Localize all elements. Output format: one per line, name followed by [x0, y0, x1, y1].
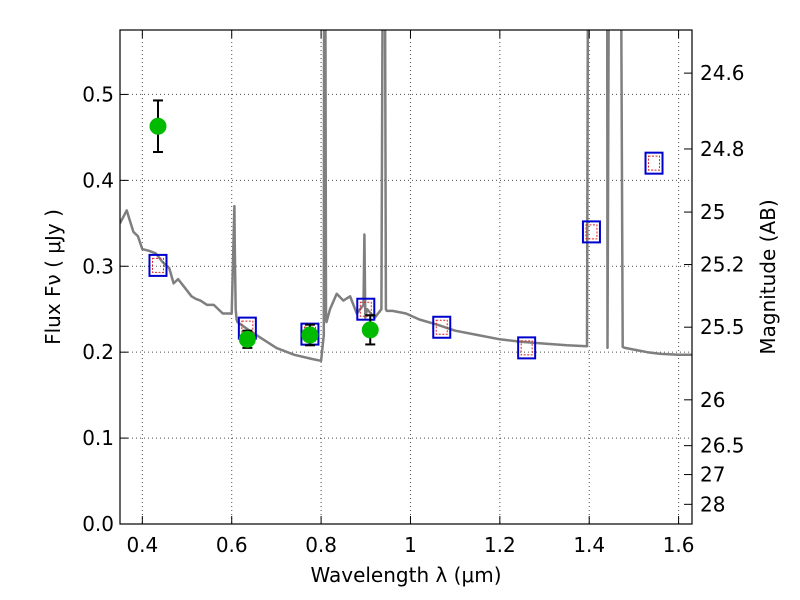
y-tick-label: 0.3 [82, 254, 114, 278]
y2-axis-title: Magnitude (AB) [756, 199, 780, 354]
observed-point [238, 330, 256, 348]
x-axis: 0.4 0.6 0.8 1 1.2 1.4 1.6 [126, 30, 695, 557]
y2-tick-label: 26.5 [700, 434, 745, 458]
sed-line-layer [120, 30, 692, 363]
model-band-marker [581, 220, 601, 244]
model-band-inner-marker [241, 320, 254, 336]
y2-tick-label: 25.2 [700, 253, 745, 277]
x-tick-label: 0.6 [216, 533, 248, 557]
x-axis-title: Wavelength λ (μm) [310, 563, 501, 587]
y2-tick-label: 26 [700, 388, 725, 412]
observed-point [301, 326, 319, 344]
plot-frame [119, 29, 693, 525]
observed-point [361, 321, 379, 339]
markers-layer [148, 99, 664, 360]
y2-tick-label: 24.8 [700, 137, 745, 161]
y-tick-label: 0.5 [82, 82, 114, 106]
x-tick-label: 0.8 [305, 533, 337, 557]
model-band-inner-marker [151, 257, 164, 273]
model-band-marker [644, 151, 664, 175]
x-tick-label: 1.6 [663, 533, 695, 557]
x-tick-label: 1.4 [573, 533, 605, 557]
y-tick-label: 0.0 [82, 512, 114, 536]
model-band-inner-marker [435, 319, 448, 335]
model-band-marker [356, 297, 376, 321]
x-tick-label: 0.4 [126, 533, 158, 557]
model-band-marker [517, 336, 537, 360]
model-band-inner-marker [648, 155, 661, 171]
y2-tick-label: 27 [700, 463, 725, 487]
sed-line [120, 30, 692, 363]
model-band-marker [148, 253, 168, 277]
y2-tick-label: 25 [700, 200, 725, 224]
x-tick-label: 1.2 [484, 533, 516, 557]
model-band-inner-marker [359, 301, 372, 317]
y2-tick-label: 28 [700, 492, 725, 516]
y2-tick-label: 24.6 [700, 61, 745, 85]
model-band-inner-marker [520, 340, 533, 356]
y2-tick-label: 25.5 [700, 315, 745, 339]
model-band-inner-marker [585, 224, 598, 240]
observed-point [149, 117, 167, 135]
y-tick-label: 0.2 [82, 340, 114, 364]
y-axis-title: Flux Fν ( μJy ) [41, 209, 65, 345]
y-axis: 0.0 0.1 0.2 0.3 0.4 0.5 [82, 82, 128, 536]
y-tick-label: 0.1 [82, 426, 114, 450]
y-tick-label: 0.4 [82, 168, 114, 192]
model-band-marker [432, 315, 452, 339]
y2-axis: 24.6 24.8 25 25.2 25.5 26 26.5 27 28 [684, 61, 745, 516]
x-tick-label: 1 [404, 533, 417, 557]
